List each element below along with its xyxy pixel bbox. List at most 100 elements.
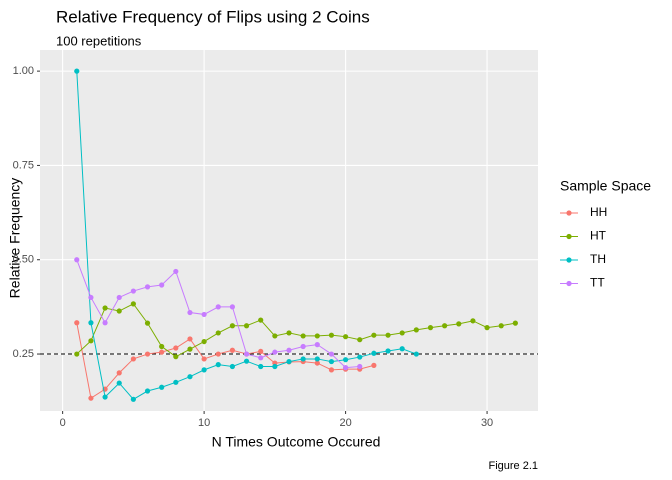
data-point xyxy=(272,333,278,339)
x-tick-label: 0 xyxy=(60,417,66,429)
legend-label: HT xyxy=(590,229,607,243)
data-point xyxy=(512,320,518,326)
legend-label: HH xyxy=(590,205,607,219)
data-point xyxy=(74,351,80,357)
data-point xyxy=(173,379,179,385)
y-tick-label: 0.50 xyxy=(13,254,34,266)
data-point xyxy=(399,330,405,336)
data-point xyxy=(116,380,122,386)
data-point xyxy=(286,347,292,353)
data-point xyxy=(371,332,377,338)
data-point xyxy=(328,367,335,373)
data-point xyxy=(173,354,179,360)
data-point xyxy=(201,338,207,345)
data-point xyxy=(300,343,306,350)
y-axis-label: Relative Frequency xyxy=(7,178,23,299)
data-point xyxy=(159,282,165,288)
x-tick-label: 20 xyxy=(339,417,351,429)
data-point xyxy=(102,320,108,326)
data-point xyxy=(399,346,405,352)
data-point xyxy=(88,395,94,401)
data-point xyxy=(215,304,221,310)
data-point xyxy=(159,349,165,355)
plot-background xyxy=(40,50,538,411)
data-point xyxy=(484,325,490,331)
legend-marker xyxy=(566,280,572,287)
data-point xyxy=(215,351,221,357)
data-point xyxy=(130,288,136,294)
data-point xyxy=(357,337,363,343)
chart-title: Relative Frequency of Flips using 2 Coin… xyxy=(56,7,370,26)
data-point xyxy=(187,309,193,316)
data-point xyxy=(74,257,80,263)
data-point xyxy=(314,356,320,362)
data-point xyxy=(130,396,136,402)
data-point xyxy=(229,347,236,353)
data-point xyxy=(371,362,377,368)
y-tick-label: 0.75 xyxy=(13,159,34,171)
data-point xyxy=(258,348,264,354)
data-point xyxy=(286,330,292,336)
legend-label: TH xyxy=(590,252,606,266)
data-point xyxy=(215,362,221,368)
data-point xyxy=(342,365,349,371)
data-point xyxy=(144,388,151,394)
data-point xyxy=(88,320,94,326)
data-point xyxy=(116,370,122,376)
data-point xyxy=(201,356,207,362)
data-point xyxy=(201,311,207,318)
data-point xyxy=(201,367,207,373)
y-tick-label: 1.00 xyxy=(13,65,34,77)
legend-title: Sample Space xyxy=(560,178,651,194)
data-point xyxy=(357,363,363,370)
data-point xyxy=(229,304,236,310)
data-point xyxy=(159,343,165,350)
data-point xyxy=(229,323,236,329)
data-point xyxy=(102,394,108,400)
data-point xyxy=(130,356,136,362)
x-axis-label: N Times Outcome Occured xyxy=(212,434,381,450)
data-point xyxy=(159,384,165,390)
data-point xyxy=(385,332,391,338)
legend-marker xyxy=(566,233,572,240)
data-point xyxy=(144,284,151,290)
data-point xyxy=(328,358,335,365)
data-point xyxy=(229,363,236,370)
data-point xyxy=(300,356,306,362)
data-point xyxy=(456,321,462,327)
data-point xyxy=(470,318,476,324)
data-point xyxy=(328,332,335,338)
data-point xyxy=(144,320,151,326)
data-point xyxy=(314,333,320,339)
data-point xyxy=(258,355,264,361)
data-point xyxy=(88,294,94,301)
data-point xyxy=(342,357,349,363)
data-point xyxy=(498,323,504,329)
x-tick-label: 30 xyxy=(481,417,493,429)
data-point xyxy=(144,351,151,357)
chart-subtitle: 100 repetitions xyxy=(56,33,142,48)
data-point xyxy=(357,354,363,360)
series-line xyxy=(76,322,375,399)
data-point xyxy=(173,345,179,351)
data-point xyxy=(116,308,122,314)
caption: Figure 2.1 xyxy=(488,460,538,472)
data-point xyxy=(102,305,108,311)
data-point xyxy=(88,338,94,344)
data-point xyxy=(243,323,250,329)
data-point xyxy=(187,374,193,380)
data-point xyxy=(286,358,292,365)
data-point xyxy=(371,350,377,356)
data-point xyxy=(413,327,419,333)
legend-label: TT xyxy=(590,276,605,290)
y-tick-label: 0.25 xyxy=(13,348,34,360)
x-tick-label: 10 xyxy=(198,417,210,429)
legend-marker xyxy=(566,210,572,216)
data-point xyxy=(173,268,179,275)
data-point xyxy=(130,301,136,307)
data-point xyxy=(342,334,349,340)
legend-marker xyxy=(566,257,572,263)
data-point xyxy=(74,320,80,326)
data-point xyxy=(258,317,264,323)
